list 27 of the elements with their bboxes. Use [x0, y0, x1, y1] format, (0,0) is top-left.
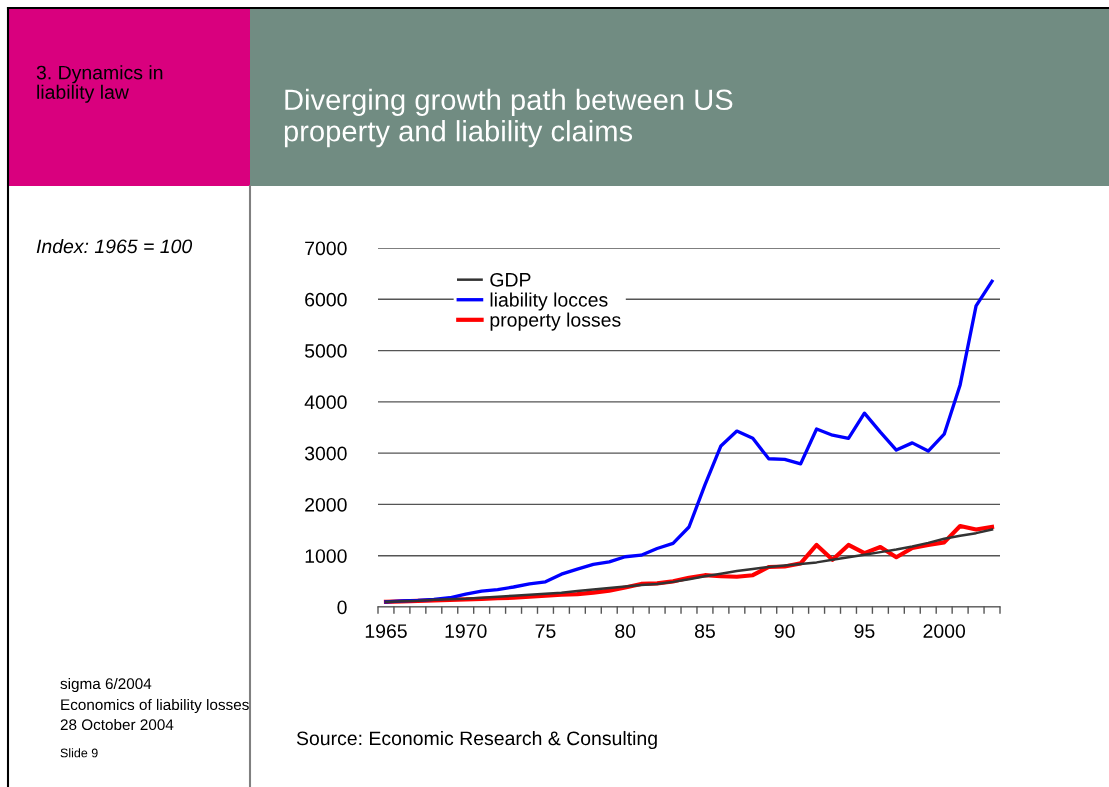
source-note: Source: Economic Research & Consulting	[296, 730, 657, 750]
chart-title: Diverging growth path between US property and liability claims	[284, 88, 733, 148]
y-tick-label: 2000	[305, 497, 347, 512]
legend-label: property losses	[490, 312, 621, 331]
text: Slide 9	[60, 748, 98, 758]
y-tick-label: 5000	[304, 344, 347, 358]
legend-label: liability locces	[490, 292, 608, 311]
text: 28 October 2004	[60, 718, 174, 731]
y-tick-label: 1000	[305, 549, 347, 563]
text: sigma 6/2004	[60, 677, 152, 693]
y-tick-label: 3000	[304, 446, 347, 461]
y-tick-label: 0	[337, 600, 347, 615]
text: 3. Dynamics in liability law	[36, 65, 163, 103]
y-tick-label: 6000	[305, 292, 347, 307]
x-tick-label: 75	[535, 624, 556, 638]
x-tick-label: 2000	[923, 624, 966, 638]
text: Economics of liability losses	[61, 698, 249, 714]
x-tick-label: 90	[774, 624, 795, 638]
x-tick-label: 1965	[365, 624, 407, 638]
y-tick-label: 4000	[304, 395, 347, 410]
legend-label: GDP	[490, 272, 531, 287]
x-tick-label: 80	[615, 624, 636, 638]
x-tick-label: 85	[694, 624, 715, 638]
x-tick-label: 1970	[445, 624, 487, 638]
text: Index: 1965 = 100	[36, 238, 193, 254]
y-tick-label: 7000	[305, 241, 347, 256]
x-tick-label: 95	[854, 624, 875, 638]
